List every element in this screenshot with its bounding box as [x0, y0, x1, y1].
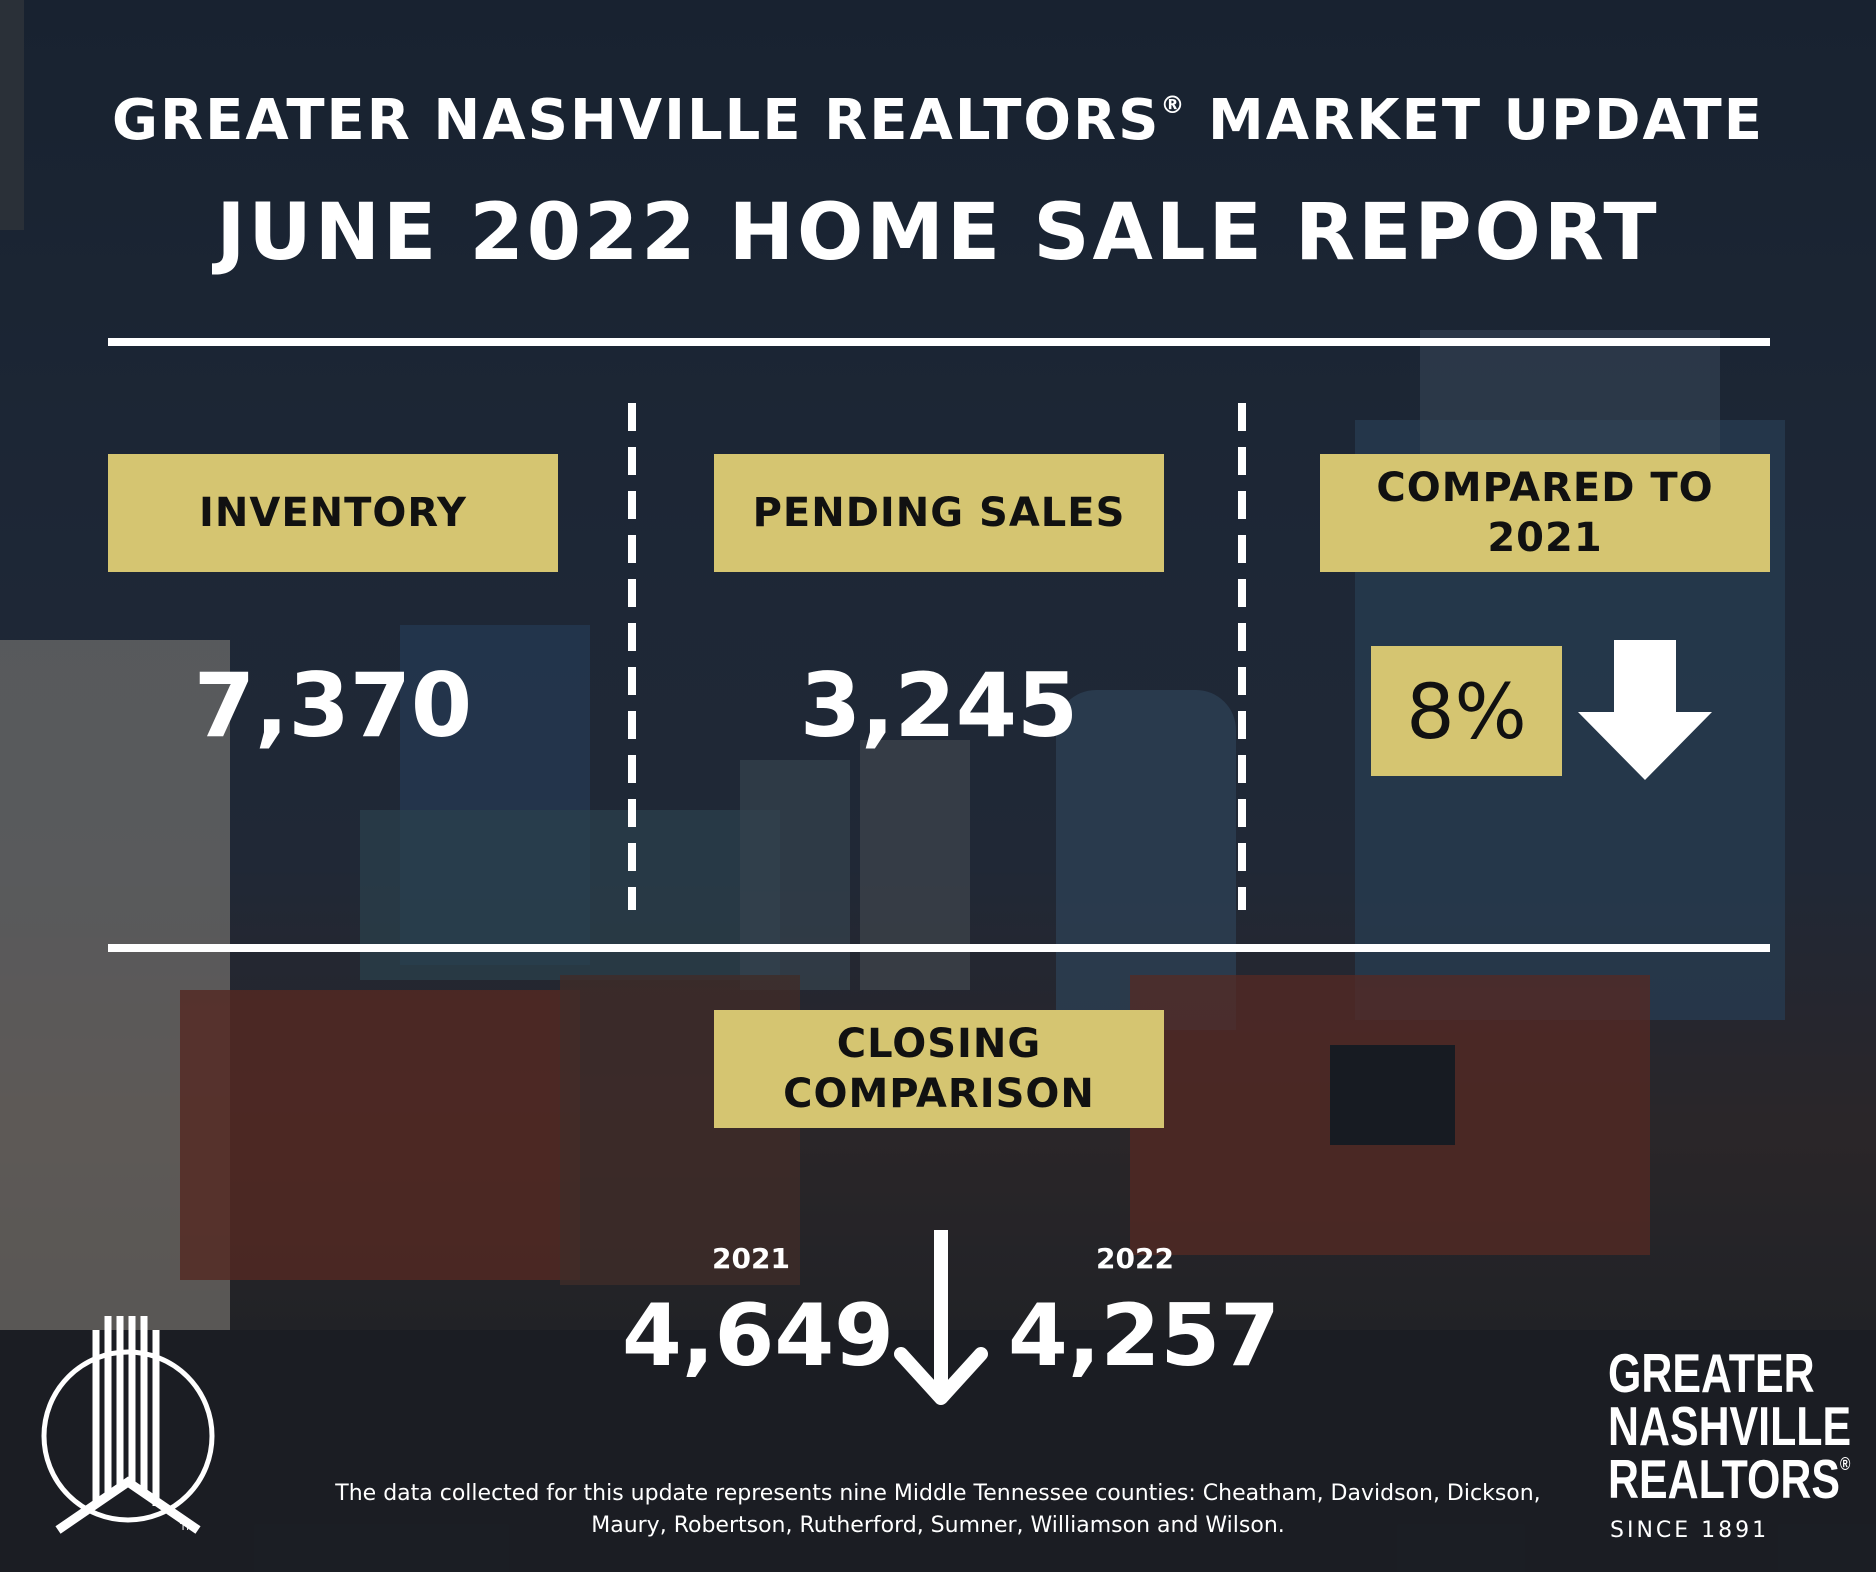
report-title: JUNE 2022 HOME SALE REPORT [216, 188, 1660, 278]
compared-label: COMPARED TO 2021 [1320, 454, 1770, 572]
brand-line-2: NASHVILLE [1608, 1394, 1852, 1457]
realtors-logo-icon [41, 1316, 215, 1534]
closing-value-2022: 4,257 [1008, 1286, 1281, 1386]
dashed-divider-left [628, 403, 636, 910]
header-title-text: GREATER NASHVILLE REALTORS [112, 88, 1161, 153]
header-title: GREATER NASHVILLE REALTORS® MARKET UPDAT… [0, 88, 1876, 153]
arrow-down-icon [1578, 640, 1712, 780]
closing-value-2021: 4,649 [622, 1286, 895, 1386]
logo-trademark: TM [180, 1522, 195, 1533]
closing-arrow-down-icon [894, 1230, 988, 1405]
header-title-end: MARKET UPDATE [1186, 88, 1764, 153]
closing-year-2022: 2022 [1096, 1242, 1174, 1275]
brand-wordmark: GREATER NASHVILLE REALTORS® [1608, 1342, 1852, 1506]
brand-since: SINCE 1891 [1610, 1518, 1770, 1543]
top-divider [108, 338, 1770, 346]
registered-mark: ® [1160, 91, 1187, 119]
brand-line-3-wrap: REALTORS® [1608, 1451, 1850, 1506]
middle-divider [108, 944, 1770, 952]
dashed-divider-right [1238, 403, 1246, 910]
pending-sales-label: PENDING SALES [714, 454, 1164, 572]
inventory-value: 7,370 [193, 654, 473, 757]
percent-change-value: 8% [1406, 666, 1527, 756]
closing-comparison-label: CLOSING COMPARISON [714, 1010, 1164, 1128]
inventory-label: INVENTORY [108, 454, 558, 572]
pending-sales-value: 3,245 [799, 654, 1079, 757]
brand-registered-mark: ® [1840, 1453, 1851, 1474]
data-footnote: The data collected for this update repre… [335, 1481, 1541, 1538]
brand-line-3: REALTORS [1608, 1447, 1841, 1510]
percent-change-badge: 8% [1371, 646, 1562, 776]
brand-line-1: GREATER [1608, 1342, 1815, 1404]
closing-year-2021: 2021 [712, 1242, 790, 1275]
